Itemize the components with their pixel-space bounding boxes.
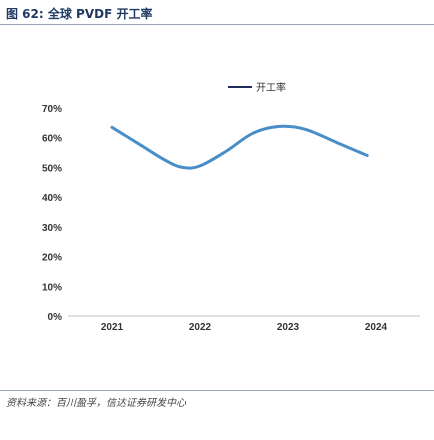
legend-label: 开工率 <box>256 81 286 94</box>
y-tick-label: 50% <box>42 163 62 174</box>
x-axis-ticks: 2021 2022 2023 2024 <box>68 315 420 333</box>
y-tick-label: 40% <box>42 193 62 204</box>
x-tick-label: 2023 <box>277 322 300 333</box>
x-tick-label: 2021 <box>101 322 124 333</box>
y-tick-label: 70% <box>42 104 62 115</box>
x-tick-label: 2024 <box>365 322 388 333</box>
source-note: 资料来源：百川盈孚，信达证券研发中心 <box>6 398 186 409</box>
title-divider <box>0 24 434 25</box>
y-tick-label: 0% <box>48 312 63 323</box>
y-tick-label: 60% <box>42 134 62 145</box>
source-divider <box>0 390 434 391</box>
y-tick-label: 10% <box>42 282 62 293</box>
legend: 开工率 <box>228 81 286 94</box>
figure-title: 图 62: 全球 PVDF 开工率 <box>6 7 153 21</box>
series-line <box>110 124 369 170</box>
y-axis-ticks: 0% 10% 20% 30% 40% 50% 60% 70% <box>42 104 62 323</box>
line-chart: 开工率 0% 10% 20% 30% 40% 50% 60% 70% 2021 2022 2023… <box>42 81 420 333</box>
x-tick-label: 2022 <box>189 322 212 333</box>
y-tick-label: 30% <box>42 223 62 234</box>
y-tick-label: 20% <box>42 253 62 264</box>
